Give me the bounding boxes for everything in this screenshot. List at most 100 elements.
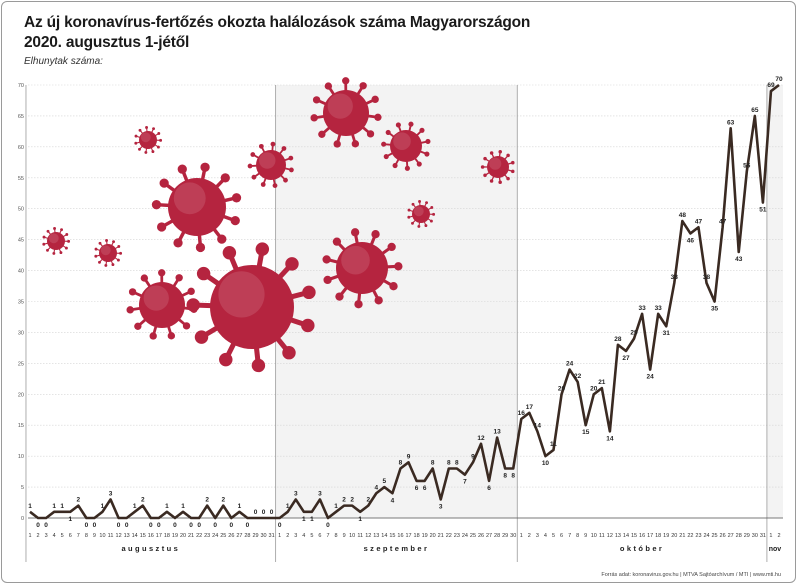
virus-icon [310,77,382,148]
data-label: 8 [431,460,435,467]
virus-spike-tip [310,114,318,122]
virus-spike-tip [151,200,162,210]
x-tick-label: 9 [584,533,587,539]
virus-body [412,205,430,223]
virus-spike-tip [159,138,163,142]
virus-spike-tip [381,141,387,147]
x-tick-label: 23 [454,533,460,539]
x-tick-label: 25 [470,533,476,539]
virus-spike-tip [105,239,108,242]
data-label: 1 [60,503,64,510]
x-tick-label: 11 [599,533,605,539]
x-tick-label: 15 [389,533,395,539]
x-tick-label: 16 [639,533,645,539]
virus-icon [42,227,71,255]
y-tick-label: 15 [18,423,24,429]
virus-spike-tip [395,122,401,128]
x-tick-label: 21 [679,533,685,539]
virus-spike-tip [157,222,167,232]
virus-spike-tip [389,282,398,291]
virus-body [323,90,369,136]
x-tick-label: 20 [671,533,677,539]
virus-spike-tip [116,258,120,262]
y-tick-label: 50 [18,207,24,213]
x-tick-label: 9 [343,533,346,539]
data-label: 24 [647,374,655,381]
data-label: 2 [205,497,209,504]
death-count-line [29,83,780,520]
virus-spike-tip [134,141,138,145]
x-tick-label: 16 [148,533,154,539]
virus-spike-tip [112,240,115,244]
virus-spike-tip [392,162,398,169]
data-label: 2 [342,497,346,504]
virus-spike-tip [272,183,278,189]
data-label: 0 [93,522,97,529]
x-tick-label: 16 [397,533,403,539]
month-band [766,85,784,518]
virus-spike-tip [281,146,287,151]
x-tick-label: 31 [760,533,766,539]
virus-spike-tip [430,206,434,209]
data-label: 0 [262,509,266,516]
virus-spike-tip [407,208,411,212]
virus-spike-tip [374,296,383,305]
x-tick-label: 21 [188,533,194,539]
virus-spike-tip [128,288,137,296]
virus-spike-tip [374,113,382,121]
virus-spike-tip [318,130,326,138]
virus-spike-tip [194,330,209,344]
virus-spike-tip [498,150,502,154]
data-label: 28 [614,336,622,343]
virus-spike-tip [424,224,428,228]
virus-spike-tip [407,215,411,219]
virus-spike-tip [145,126,148,129]
x-tick-label: 29 [252,533,258,539]
x-tick-label: 14 [381,533,387,539]
virus-highlight [259,152,276,169]
data-label: 63 [727,119,735,126]
virus-highlight [173,182,206,215]
virus-spike-tip [387,242,396,252]
data-label: 29 [630,330,638,337]
x-tick-label: 4 [53,533,56,539]
virus-spike-tip [52,251,56,255]
x-tick-label: 1 [28,533,31,539]
data-label: 65 [751,107,759,114]
data-label: 0 [326,522,330,529]
x-tick-label: 3 [45,533,48,539]
virus-spike-tip [46,248,49,252]
virus-highlight [48,233,59,244]
x-tick-label: 8 [335,533,338,539]
data-label: 33 [655,305,663,312]
virus-spike-tip [283,177,288,183]
x-tick-label: 24 [462,533,468,539]
x-tick-label: 5 [61,533,64,539]
x-tick-label: 29 [502,533,508,539]
data-label: 35 [711,306,719,313]
virus-spike-tip [219,352,233,367]
data-label: 0 [246,522,250,529]
virus-spike-tip [173,238,183,248]
virus-spike-tip [324,82,333,90]
virus-spike-tip [231,193,242,203]
virus-body [168,178,226,236]
x-tick-label: 31 [269,533,275,539]
virus-spike-tip [489,179,494,183]
virus-spike-tip [416,161,422,167]
virus-spike-tip [144,150,148,154]
x-tick-label: 17 [405,533,411,539]
data-label: 1 [238,503,242,510]
x-tick-label: 21 [438,533,444,539]
virus-spike-tip [134,134,138,138]
virus-spike-tip [333,140,341,148]
data-label: 27 [622,355,630,362]
x-tick-label: 10 [591,533,597,539]
x-tick-label: 7 [326,533,329,539]
data-label: 4 [391,497,395,504]
virus-spike-tip [506,153,510,158]
virus-spike-tip [195,242,206,253]
y-tick-label: 35 [18,300,24,306]
x-tick-label: 24 [703,533,709,539]
virus-spike-tip [425,201,428,205]
